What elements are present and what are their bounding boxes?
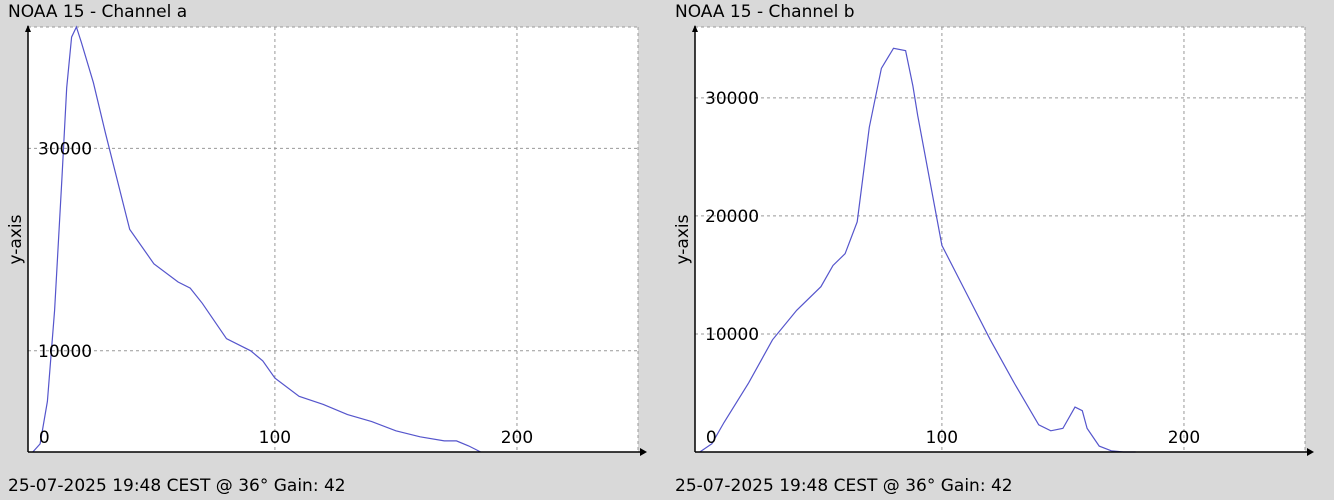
- x-tick-label: 0: [39, 428, 50, 448]
- x-tick-label: 100: [926, 428, 958, 448]
- chart-panel-b: NOAA 15 - Channel b 0 100 200 10000 20000 300…: [667, 0, 1334, 500]
- x-axis-arrow: [640, 448, 647, 456]
- chart-panel-a: NOAA 15 - Channel a 0 100 200 10000 30000 y-a…: [6, 2, 647, 496]
- y-tick-label: 30000: [38, 139, 92, 159]
- y-axis-label: y-axis: [6, 214, 26, 264]
- y-tick-label: 10000: [705, 325, 759, 345]
- chart-title-a: NOAA 15 - Channel a: [8, 2, 188, 22]
- plot-area: [28, 27, 638, 452]
- y-axis-label: y-axis: [673, 214, 693, 264]
- x-tick-label: 100: [259, 428, 291, 448]
- series-line: [699, 47, 1136, 453]
- y-axis-arrow: [692, 25, 698, 32]
- series-line: [32, 25, 481, 453]
- chart-footer-a: 25-07-2025 19:48 CEST @ 36° Gain: 42: [8, 476, 346, 496]
- chart-footer-b: 25-07-2025 19:48 CEST @ 36° Gain: 42: [675, 476, 1013, 496]
- y-tick-label: 20000: [705, 207, 759, 227]
- x-tick-label: 0: [706, 428, 717, 448]
- chart-title-b: NOAA 15 - Channel b: [675, 2, 855, 22]
- x-axis-arrow: [1307, 448, 1314, 456]
- chart-b: 0 100 200 10000 20000 30000 y-axis: [673, 25, 1314, 456]
- x-tick-label: 200: [501, 428, 533, 448]
- y-tick-label: 30000: [705, 89, 759, 109]
- chart-a: 0 100 200 10000 30000 y-axis: [6, 25, 647, 456]
- plot-area: [695, 27, 1305, 452]
- y-axis-arrow: [25, 25, 31, 32]
- y-tick-label: 10000: [38, 342, 92, 362]
- x-tick-label: 200: [1168, 428, 1200, 448]
